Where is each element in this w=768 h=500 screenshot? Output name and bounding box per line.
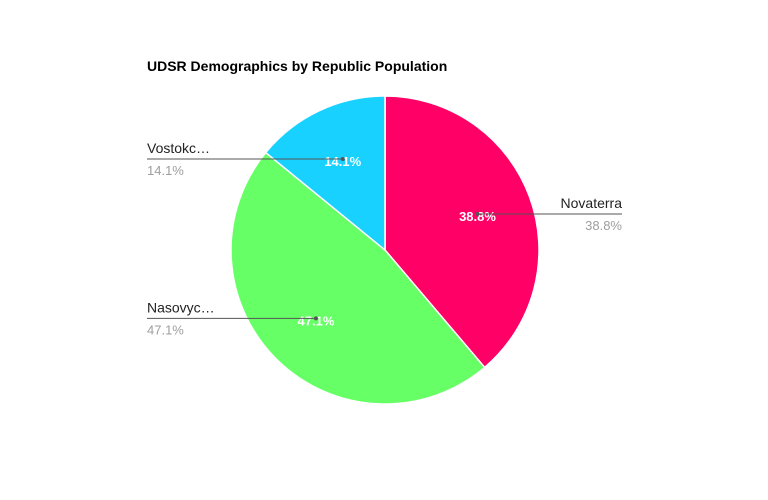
callout-percent-value: 38.8%	[585, 218, 622, 233]
pie-slice-novaterra[interactable]	[384, 95, 540, 369]
callout-category-name: Novaterra	[561, 195, 623, 211]
callout-percent-value: 47.1%	[147, 322, 184, 337]
pie-slice-vostokc[interactable]	[264, 95, 386, 252]
callout-category-name: Nasovyc…	[147, 299, 215, 315]
slice-percent-labels: 38.8% 47.1% 14.1%	[298, 154, 497, 328]
callout-category-name: Vostokc…	[147, 140, 210, 156]
slice-callouts: Novaterra 38.8% Nasovyc… 47.1% Vostokc… 14.1%	[147, 140, 622, 337]
chart-title: UDSR Demographics by Republic Population	[147, 58, 447, 74]
callout-percent-value: 14.1%	[147, 163, 184, 178]
slice-percent-label: 38.8%	[459, 209, 496, 224]
pie-slice-nasovyc[interactable]	[230, 151, 486, 405]
pie-slices	[230, 95, 540, 405]
slice-percent-label: 14.1%	[324, 154, 361, 169]
slice-percent-label: 47.1%	[298, 313, 335, 328]
